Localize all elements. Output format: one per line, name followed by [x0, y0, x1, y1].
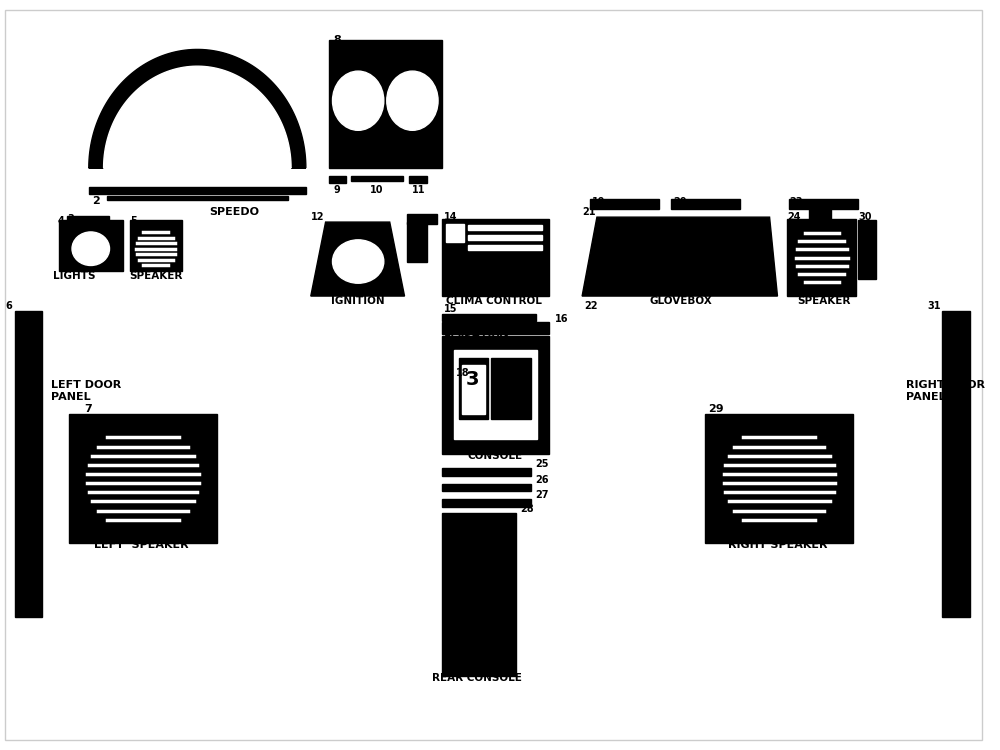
Text: CONSOLE: CONSOLE — [468, 451, 523, 460]
Bar — [442, 513, 516, 676]
Bar — [491, 358, 531, 419]
Bar — [15, 310, 42, 616]
Polygon shape — [582, 217, 777, 296]
Ellipse shape — [72, 232, 110, 266]
Bar — [329, 40, 442, 168]
Bar — [442, 500, 531, 507]
Bar — [329, 176, 346, 182]
Text: 3: 3 — [466, 370, 479, 389]
Bar — [442, 322, 549, 334]
Bar — [407, 214, 437, 224]
Text: RIGHT DOOR
PANEL: RIGHT DOOR PANEL — [906, 380, 985, 401]
Bar — [446, 224, 545, 252]
Bar — [409, 176, 427, 182]
Bar — [89, 187, 306, 194]
Text: 31: 31 — [927, 301, 941, 310]
Text: 1: 1 — [107, 104, 114, 114]
Text: 17: 17 — [444, 328, 457, 338]
Text: 21: 21 — [582, 207, 596, 218]
Text: GLOVEBOX: GLOVEBOX — [649, 296, 712, 306]
Text: 8: 8 — [333, 34, 341, 44]
Text: 27: 27 — [535, 490, 548, 500]
Bar — [671, 200, 740, 209]
Ellipse shape — [134, 227, 178, 271]
Ellipse shape — [793, 225, 851, 290]
Text: 11: 11 — [412, 184, 426, 194]
Bar — [130, 220, 182, 272]
Bar — [942, 310, 970, 616]
Bar — [705, 415, 853, 543]
Text: 22: 22 — [584, 301, 598, 311]
Bar — [468, 244, 542, 250]
Polygon shape — [89, 50, 306, 168]
Polygon shape — [311, 222, 405, 296]
Bar — [442, 219, 549, 296]
Text: 9: 9 — [333, 184, 340, 194]
Bar — [468, 225, 542, 230]
Text: 13: 13 — [412, 214, 426, 224]
Bar — [462, 365, 485, 415]
Text: IGNITION: IGNITION — [331, 296, 385, 306]
Bar — [442, 335, 549, 454]
Bar — [789, 200, 858, 209]
Bar — [59, 220, 123, 272]
Text: 16: 16 — [554, 314, 568, 324]
Bar — [351, 176, 403, 181]
Text: 3: 3 — [67, 214, 74, 224]
Text: 30: 30 — [858, 212, 872, 222]
Text: 10: 10 — [370, 184, 383, 194]
Text: 5: 5 — [130, 216, 137, 226]
Text: 28: 28 — [520, 504, 534, 514]
Bar — [446, 224, 464, 242]
Bar — [468, 235, 542, 240]
Text: 12: 12 — [311, 212, 324, 222]
Text: 25: 25 — [535, 459, 548, 469]
Text: SPEAKER: SPEAKER — [797, 296, 851, 306]
Bar — [442, 484, 531, 491]
Ellipse shape — [717, 424, 842, 532]
Bar — [442, 314, 536, 321]
Text: SPEEDO: SPEEDO — [209, 207, 259, 218]
Ellipse shape — [81, 424, 205, 532]
Bar — [407, 222, 427, 262]
Text: 14: 14 — [444, 212, 457, 222]
Text: 23: 23 — [789, 197, 803, 207]
Text: 18: 18 — [456, 368, 469, 378]
Text: 24: 24 — [787, 212, 801, 222]
Bar — [590, 200, 659, 209]
Bar — [787, 219, 856, 296]
Bar — [67, 216, 109, 224]
Text: 7: 7 — [84, 404, 92, 415]
Bar — [442, 468, 531, 476]
Text: LIGHTS: LIGHTS — [53, 272, 95, 281]
Ellipse shape — [332, 71, 384, 130]
Text: 26: 26 — [535, 475, 548, 484]
Text: RIGHT SPEAKER: RIGHT SPEAKER — [728, 540, 827, 550]
Bar — [107, 196, 288, 200]
Text: 29: 29 — [708, 404, 724, 415]
Polygon shape — [104, 66, 291, 168]
Text: 2: 2 — [92, 196, 100, 206]
Text: LEFT DOOR
PANEL: LEFT DOOR PANEL — [51, 380, 122, 401]
Text: 19: 19 — [592, 197, 605, 207]
Bar — [858, 220, 876, 279]
Bar — [809, 209, 831, 219]
Text: REAR CONSOLE: REAR CONSOLE — [432, 673, 521, 682]
Bar — [459, 358, 488, 419]
Text: 15: 15 — [444, 304, 457, 313]
Text: CLIMA CONTROL: CLIMA CONTROL — [446, 296, 542, 306]
Text: ASHTRAY: ASHTRAY — [457, 332, 510, 343]
Text: LEFT  SPEAKER: LEFT SPEAKER — [94, 540, 188, 550]
Ellipse shape — [387, 71, 438, 130]
Text: SPEAKER: SPEAKER — [129, 272, 183, 281]
Bar — [454, 350, 537, 439]
Ellipse shape — [332, 240, 384, 284]
Text: 4: 4 — [57, 216, 64, 226]
Text: 6: 6 — [5, 301, 12, 310]
Text: 20: 20 — [673, 197, 686, 207]
Bar — [69, 415, 217, 543]
